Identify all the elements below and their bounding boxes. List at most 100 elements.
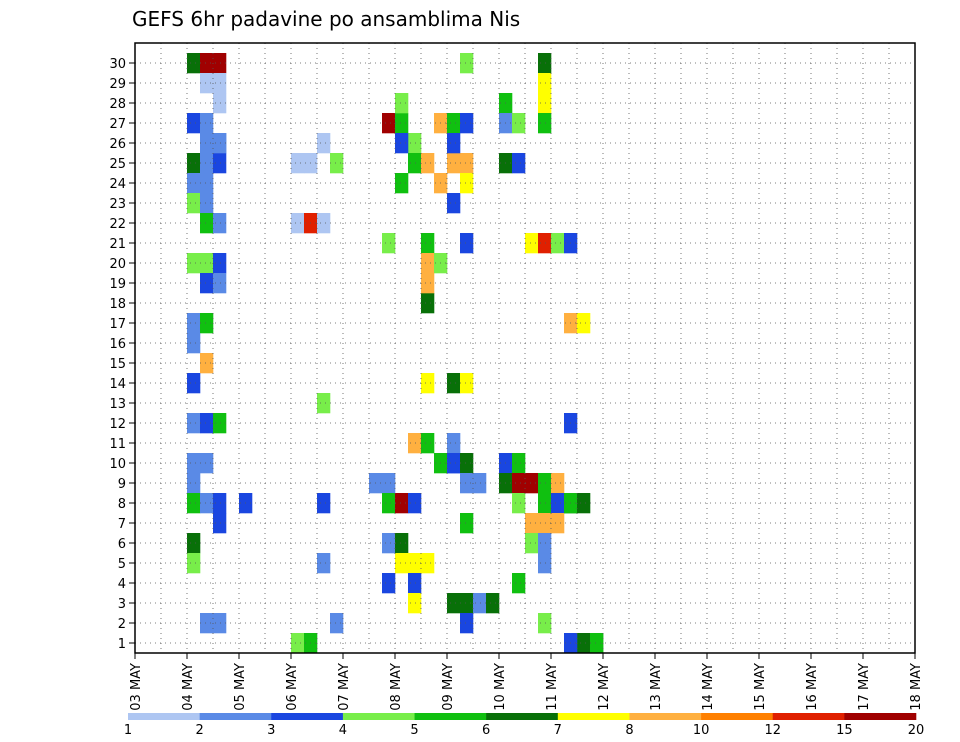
legend-swatch: [271, 713, 344, 720]
member-20-cell: [421, 253, 435, 274]
member-11-cell: [447, 433, 461, 454]
member-10-cell: [512, 453, 526, 474]
member-17-cell: [200, 313, 214, 334]
member-4-cell: [512, 573, 526, 594]
member-25-cell: [421, 153, 435, 174]
legend-label: 7: [554, 723, 562, 738]
legend-swatch: [486, 713, 559, 720]
member-3-cell: [486, 593, 500, 614]
y-tick-label: 12: [109, 417, 126, 432]
member-5-cell: [408, 553, 422, 574]
y-tick-label: 9: [118, 477, 126, 492]
member-12-cell: [187, 413, 201, 434]
member-28-cell: [213, 93, 227, 114]
member-21-cell: [421, 233, 435, 254]
y-tick-label: 28: [109, 97, 126, 112]
member-9-cell: [538, 473, 552, 494]
member-11-cell: [421, 433, 435, 454]
member-9-cell: [473, 473, 487, 494]
member-8-cell: [382, 493, 396, 514]
member-8-cell: [538, 493, 552, 514]
y-axis: 1234567891011121314151617181920212223242…: [109, 57, 135, 652]
x-tick-label: 13 MAY: [649, 663, 664, 711]
member-9-cell: [187, 473, 201, 494]
member-9-cell: [551, 473, 565, 494]
member-7-cell: [538, 513, 552, 534]
y-tick-label: 4: [118, 577, 126, 592]
x-tick-label: 09 MAY: [441, 663, 456, 711]
legend-swatch: [128, 713, 200, 720]
member-22-cell: [213, 213, 227, 234]
legend-swatch: [342, 713, 415, 720]
y-tick-label: 13: [109, 397, 126, 412]
legend-label: 5: [410, 723, 418, 738]
member-8-cell: [551, 493, 565, 514]
y-tick-label: 19: [109, 277, 126, 292]
member-24-cell: [187, 173, 201, 194]
y-tick-label: 20: [109, 257, 126, 272]
y-tick-label: 11: [109, 437, 126, 452]
y-tick-label: 8: [118, 497, 126, 512]
member-21-cell: [551, 233, 565, 254]
member-17-cell: [577, 313, 591, 334]
member-25-cell: [512, 153, 526, 174]
member-30-cell: [538, 53, 552, 74]
member-27-cell: [395, 113, 409, 134]
legend-label: 20: [908, 723, 925, 738]
member-14-cell: [460, 373, 474, 394]
member-4-cell: [382, 573, 396, 594]
member-7-cell: [213, 513, 227, 534]
member-18-cell: [421, 293, 435, 314]
member-27-cell: [512, 113, 526, 134]
member-20-cell: [187, 253, 201, 274]
member-2-cell: [213, 613, 227, 634]
member-21-cell: [382, 233, 396, 254]
member-26-cell: [395, 133, 409, 154]
member-27-cell: [200, 113, 214, 134]
member-30-cell: [200, 53, 214, 74]
member-19-cell: [421, 273, 435, 294]
legend-label: 8: [625, 723, 633, 738]
y-tick-label: 29: [109, 77, 126, 92]
member-25-cell: [447, 153, 461, 174]
grid-layer: [135, 43, 915, 653]
member-20-cell: [213, 253, 227, 274]
member-27-cell: [382, 113, 396, 134]
member-5-cell: [317, 553, 331, 574]
member-8-cell: [395, 493, 409, 514]
member-8-cell: [187, 493, 201, 514]
member-13-cell: [317, 393, 331, 414]
y-tick-label: 16: [109, 337, 126, 352]
x-tick-label: 08 MAY: [389, 663, 404, 711]
y-tick-label: 3: [118, 597, 126, 612]
member-1-cell: [577, 633, 591, 654]
member-25-cell: [460, 153, 474, 174]
member-23-cell: [447, 193, 461, 214]
member-25-cell: [291, 153, 305, 174]
member-3-cell: [447, 593, 461, 614]
member-30-cell: [213, 53, 227, 74]
x-tick-label: 18 MAY: [909, 663, 924, 711]
member-14-cell: [187, 373, 201, 394]
member-8-cell: [200, 493, 214, 514]
y-tick-label: 24: [109, 177, 126, 192]
y-tick-label: 21: [109, 237, 126, 252]
x-tick-label: 10 MAY: [493, 663, 508, 711]
x-tick-label: 12 MAY: [597, 663, 612, 711]
x-tick-label: 11 MAY: [545, 663, 560, 711]
y-tick-label: 30: [109, 57, 126, 72]
member-28-cell: [395, 93, 409, 114]
legend-label: 6: [482, 723, 490, 738]
member-19-cell: [200, 273, 214, 294]
member-10-cell: [447, 453, 461, 474]
legend-label: 10: [693, 723, 710, 738]
member-6-cell: [395, 533, 409, 554]
member-8-cell: [317, 493, 331, 514]
legend-swatch: [414, 713, 487, 720]
member-29-cell: [213, 73, 227, 94]
member-2-cell: [200, 613, 214, 634]
member-14-cell: [447, 373, 461, 394]
member-1-cell: [590, 633, 604, 654]
member-6-cell: [187, 533, 201, 554]
